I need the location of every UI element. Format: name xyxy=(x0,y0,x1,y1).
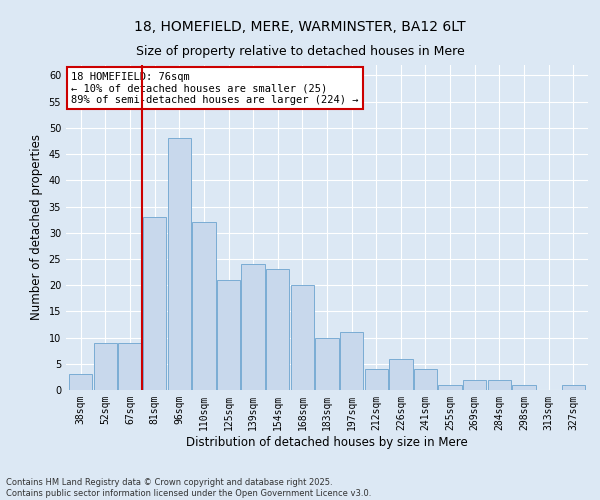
Text: Contains HM Land Registry data © Crown copyright and database right 2025.
Contai: Contains HM Land Registry data © Crown c… xyxy=(6,478,371,498)
Text: 18, HOMEFIELD, MERE, WARMINSTER, BA12 6LT: 18, HOMEFIELD, MERE, WARMINSTER, BA12 6L… xyxy=(134,20,466,34)
Bar xyxy=(316,338,338,390)
Bar xyxy=(389,358,413,390)
Bar xyxy=(340,332,364,390)
Bar xyxy=(439,385,462,390)
Bar xyxy=(512,385,536,390)
Bar xyxy=(143,217,166,390)
Bar xyxy=(192,222,215,390)
Bar xyxy=(463,380,487,390)
Bar xyxy=(118,343,142,390)
Bar xyxy=(488,380,511,390)
Bar xyxy=(562,385,585,390)
Bar xyxy=(266,270,289,390)
Bar xyxy=(290,285,314,390)
Text: Size of property relative to detached houses in Mere: Size of property relative to detached ho… xyxy=(136,45,464,58)
X-axis label: Distribution of detached houses by size in Mere: Distribution of detached houses by size … xyxy=(186,436,468,448)
Bar xyxy=(217,280,240,390)
Bar xyxy=(167,138,191,390)
Bar xyxy=(365,369,388,390)
Y-axis label: Number of detached properties: Number of detached properties xyxy=(30,134,43,320)
Text: 18 HOMEFIELD: 76sqm
← 10% of detached houses are smaller (25)
89% of semi-detach: 18 HOMEFIELD: 76sqm ← 10% of detached ho… xyxy=(71,72,359,104)
Bar xyxy=(94,343,117,390)
Bar xyxy=(69,374,92,390)
Bar xyxy=(241,264,265,390)
Bar xyxy=(414,369,437,390)
